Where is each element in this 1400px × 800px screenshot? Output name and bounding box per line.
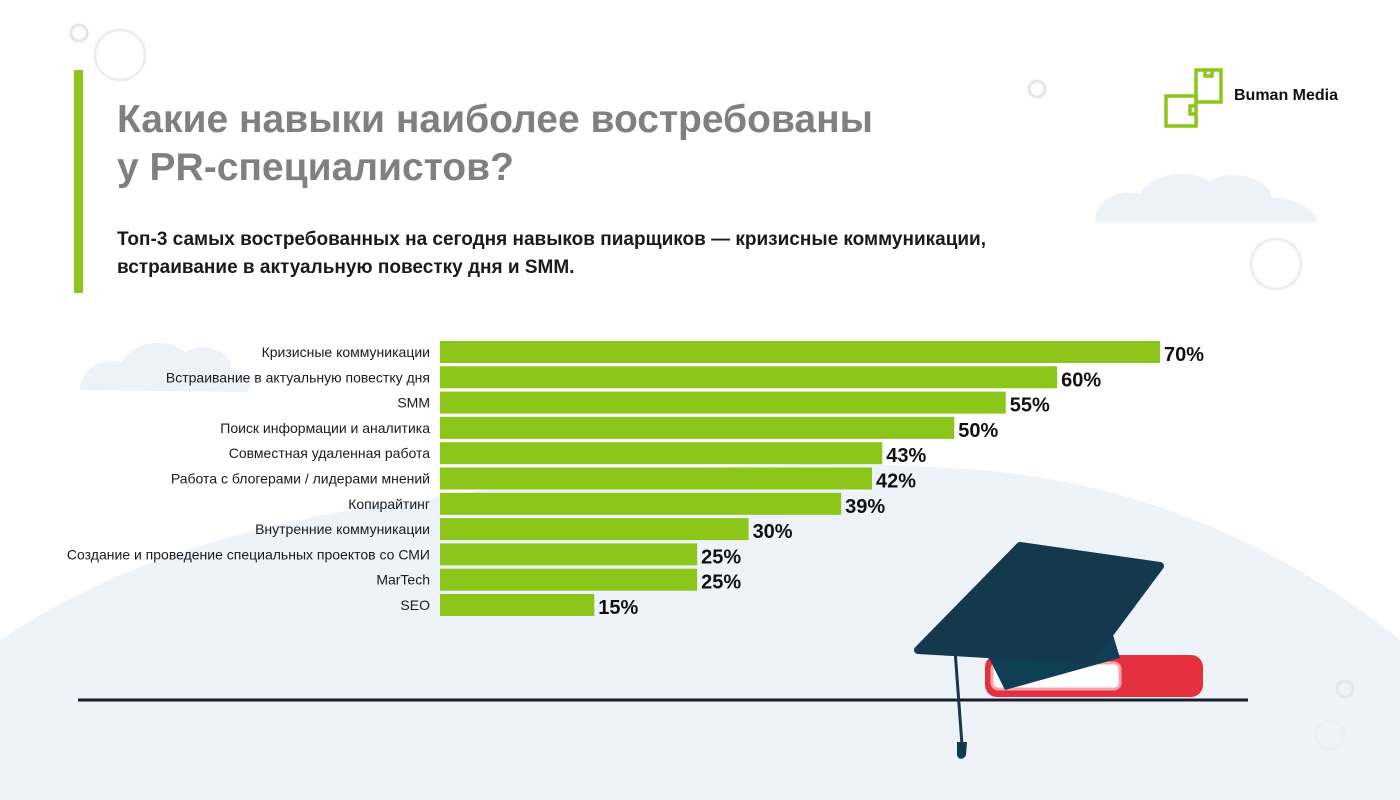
category-label: SMM	[397, 395, 430, 411]
brand-logo: Buman Media	[1164, 68, 1364, 130]
bar	[440, 467, 872, 490]
bar	[440, 543, 698, 566]
category-label: Копирайтинг	[348, 496, 430, 512]
deco-circle	[1335, 679, 1355, 699]
value-label: 15%	[598, 597, 638, 619]
value-label: 50%	[958, 420, 998, 442]
accent-bar	[74, 70, 83, 293]
bar	[440, 518, 749, 541]
cloud-right	[1095, 173, 1318, 222]
value-label: 55%	[1010, 395, 1050, 417]
category-label: Создание и проведение специальных проект…	[67, 546, 430, 562]
subtitle-line: встраивание в актуальную повестку дня и …	[117, 257, 575, 278]
title-line: у PR-специалистов?	[117, 146, 514, 189]
bar	[440, 416, 955, 439]
title-line: Какие навыки наиболее востребованы	[117, 98, 873, 141]
bar	[440, 568, 698, 591]
category-label: Совместная удаленная работа	[229, 445, 430, 461]
bar	[440, 492, 842, 515]
value-label: 70%	[1164, 344, 1204, 366]
category-label: Встраивание в актуальную повестку дня	[166, 369, 430, 385]
deco-circle	[69, 23, 89, 43]
puzzle-squares-icon	[1164, 68, 1223, 128]
value-label: 39%	[845, 496, 885, 518]
page-title: Какие навыки наиболее востребованы у PR-…	[117, 96, 1017, 192]
value-label: 42%	[876, 471, 916, 493]
category-label: SEO	[400, 597, 430, 613]
bar	[440, 594, 595, 616]
bar	[440, 366, 1058, 389]
category-label: Внутренние коммуникации	[255, 521, 430, 537]
brand-name: Buman Media	[1234, 87, 1339, 104]
graduation-cap-illustration	[914, 542, 1164, 759]
category-label: Кризисные коммуникации	[262, 344, 430, 360]
bar	[440, 442, 883, 465]
category-label: Поиск информации и аналитика	[220, 420, 430, 436]
subtitle-line: Топ-3 самых востребованных на сегодня на…	[117, 229, 987, 250]
bar	[440, 341, 1160, 363]
value-label: 25%	[701, 546, 741, 568]
deco-circle	[1249, 237, 1303, 291]
deco-circle	[93, 28, 147, 82]
category-label: Работа с блогерами / лидерами мнений	[171, 471, 430, 487]
page-subtitle: Топ-3 самых востребованных на сегодня на…	[117, 226, 1117, 282]
value-label: 25%	[701, 572, 741, 594]
value-label: 43%	[886, 445, 926, 467]
value-label: 60%	[1061, 369, 1101, 391]
category-label: MarTech	[376, 572, 430, 588]
deco-circle	[1314, 719, 1346, 751]
bar	[440, 391, 1006, 414]
deco-circle	[1027, 79, 1047, 99]
value-label: 30%	[753, 521, 793, 543]
cloud-left	[80, 342, 251, 392]
